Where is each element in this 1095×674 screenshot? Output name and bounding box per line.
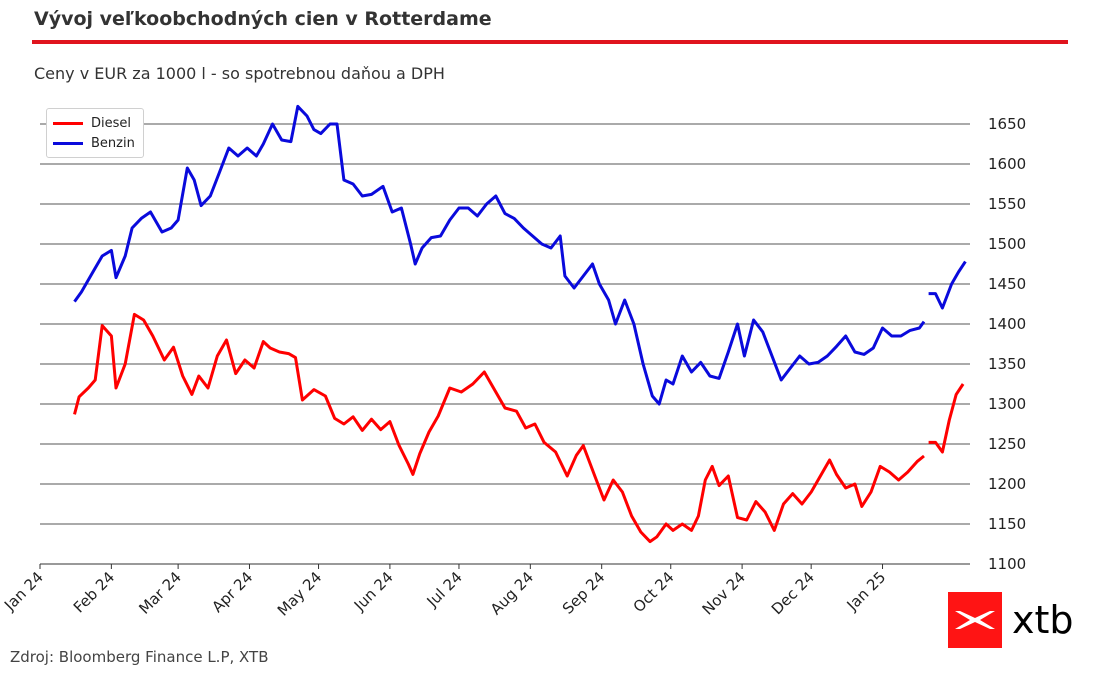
y-tick-label: 1350 <box>988 355 1026 373</box>
chart-subtitle: Ceny v EUR za 1000 l - so spotrebnou daň… <box>34 64 445 83</box>
logo-wordmark: xtb <box>1012 598 1074 642</box>
chart-legend: Diesel Benzin <box>46 108 144 158</box>
chart-title: Vývoj veľkoobchodných cien v Rotterdame <box>34 8 492 30</box>
legend-item-diesel: Diesel <box>53 113 131 133</box>
x-tick-label: Feb 24 <box>70 568 118 616</box>
legend-swatch-diesel <box>53 121 83 125</box>
y-tick-label: 1450 <box>988 275 1026 293</box>
source-note: Zdroj: Bloomberg Finance L.P, XTB <box>10 648 269 666</box>
xtb-logo: xtb <box>948 592 1074 648</box>
legend-swatch-benzin <box>53 141 83 145</box>
series-line-benzin <box>73 104 967 406</box>
series-line-diesel <box>73 312 965 544</box>
legend-item-benzin: Benzin <box>53 133 135 153</box>
title-accent-rule <box>32 40 1068 44</box>
y-tick-label: 1250 <box>988 435 1026 453</box>
x-tick-label: Jan 25 <box>843 568 890 615</box>
x-tick-label: Jul 24 <box>423 568 466 611</box>
legend-label-diesel: Diesel <box>91 115 132 131</box>
x-tick-label: Dec 24 <box>768 568 818 618</box>
y-tick-label: 1100 <box>988 555 1026 573</box>
x-tick-label: Aug 24 <box>487 568 537 618</box>
x-tick-label: Sep 24 <box>559 568 609 618</box>
y-tick-label: 1600 <box>988 155 1026 173</box>
y-tick-label: 1500 <box>988 235 1026 253</box>
x-tick-label: Jan 24 <box>0 568 47 615</box>
y-tick-label: 1550 <box>988 195 1026 213</box>
y-tick-label: 1650 <box>988 115 1026 133</box>
x-tick-label: Oct 24 <box>630 568 678 616</box>
x-tick-label: Jun 24 <box>350 568 397 615</box>
x-tick-label: May 24 <box>274 568 326 620</box>
x-tick-label: Apr 24 <box>208 568 256 616</box>
legend-label-benzin: Benzin <box>91 135 135 151</box>
x-tick-label: Mar 24 <box>135 568 185 618</box>
y-tick-label: 1200 <box>988 475 1026 493</box>
y-tick-label: 1150 <box>988 515 1026 533</box>
x-tick-label: Nov 24 <box>699 568 749 618</box>
logo-x-mark-icon <box>955 611 995 629</box>
y-tick-label: 1300 <box>988 395 1026 413</box>
y-tick-label: 1400 <box>988 315 1026 333</box>
